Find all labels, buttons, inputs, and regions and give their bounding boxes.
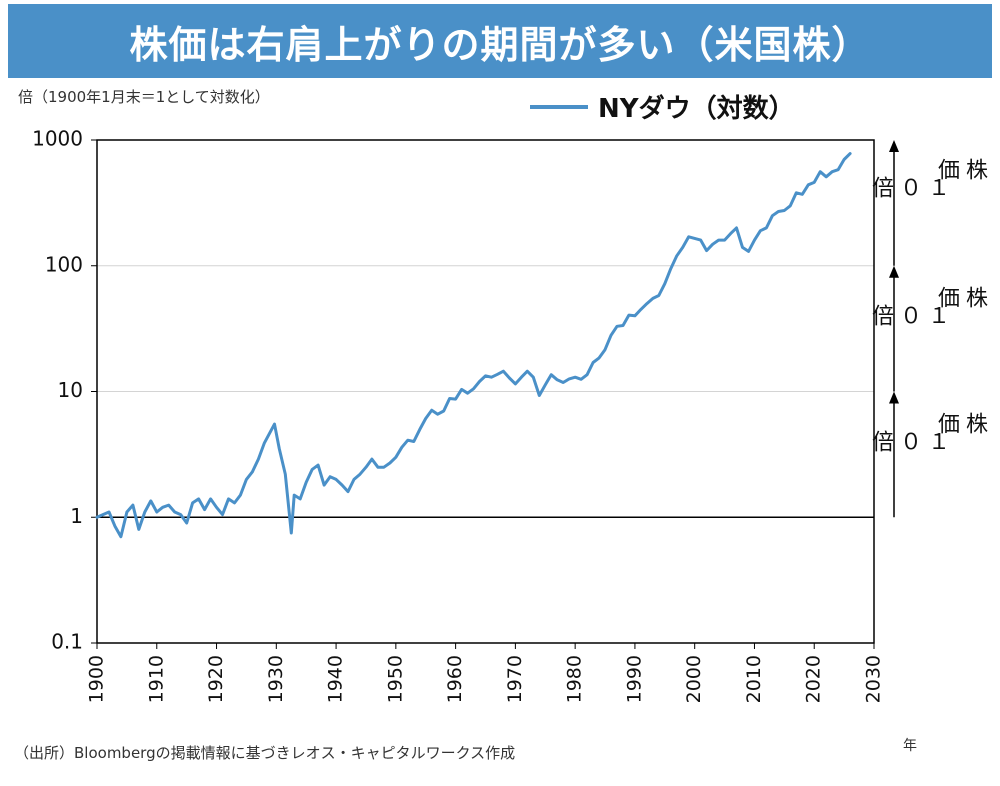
chart-title: 株価は右肩上がりの期間が多い（米国株） <box>129 22 871 67</box>
annotation-1-label: 株価 <box>934 158 987 180</box>
chart-title-banner: 株価は右肩上がりの期間が多い（米国株） <box>8 4 992 78</box>
y-tick-label-1: 1 <box>70 504 83 528</box>
x-tick-label-1970: 1970 <box>504 655 526 703</box>
annotation-2-label: 株価 <box>934 286 987 308</box>
x-tick-label-1980: 1980 <box>564 655 586 703</box>
x-tick-label-1910: 1910 <box>145 655 167 703</box>
annotation-arrow-head-2 <box>889 265 899 278</box>
legend-label: NYダウ（対数） <box>598 94 795 124</box>
x-tick-label-1950: 1950 <box>384 655 406 703</box>
legend-swatch <box>530 104 588 109</box>
annotation-2-multiplier: １０倍 <box>868 304 949 326</box>
annotation-arrow-head-1 <box>889 391 899 404</box>
x-tick-label-2010: 2010 <box>743 655 765 703</box>
x-tick-label-2020: 2020 <box>803 655 825 703</box>
x-tick-label-1930: 1930 <box>265 655 287 703</box>
legend: NYダウ（対数） <box>530 88 795 125</box>
y-tick-label-100: 100 <box>45 252 83 276</box>
y-tick-label-0.1: 0.1 <box>51 630 83 654</box>
annotation-3-label: 株価 <box>934 412 987 434</box>
x-tick-label-1900: 1900 <box>86 655 108 703</box>
x-tick-label-2000: 2000 <box>683 655 705 703</box>
x-tick-label-1990: 1990 <box>623 655 645 703</box>
series-line-0 <box>95 152 852 539</box>
annotation-3-multiplier: １０倍 <box>868 430 949 452</box>
x-tick-label-1940: 1940 <box>325 655 347 703</box>
source-note: （出所）Bloombergの掲載情報に基づきレオス・キャピタルワークス作成 <box>14 744 516 762</box>
y-tick-label-1000: 1000 <box>32 127 83 151</box>
x-tick-label-1960: 1960 <box>444 655 466 703</box>
annotation-1-multiplier: １０倍 <box>868 176 949 198</box>
y-axis-label: 倍（1900年1月末＝1として対数化） <box>18 88 270 106</box>
y-tick-label-10: 10 <box>58 378 83 402</box>
annotation-arrow-head-3 <box>889 140 899 152</box>
x-tick-label-1920: 1920 <box>205 655 227 703</box>
x-axis-unit: 年 <box>903 738 917 754</box>
x-tick-label-2030: 2030 <box>863 655 885 703</box>
